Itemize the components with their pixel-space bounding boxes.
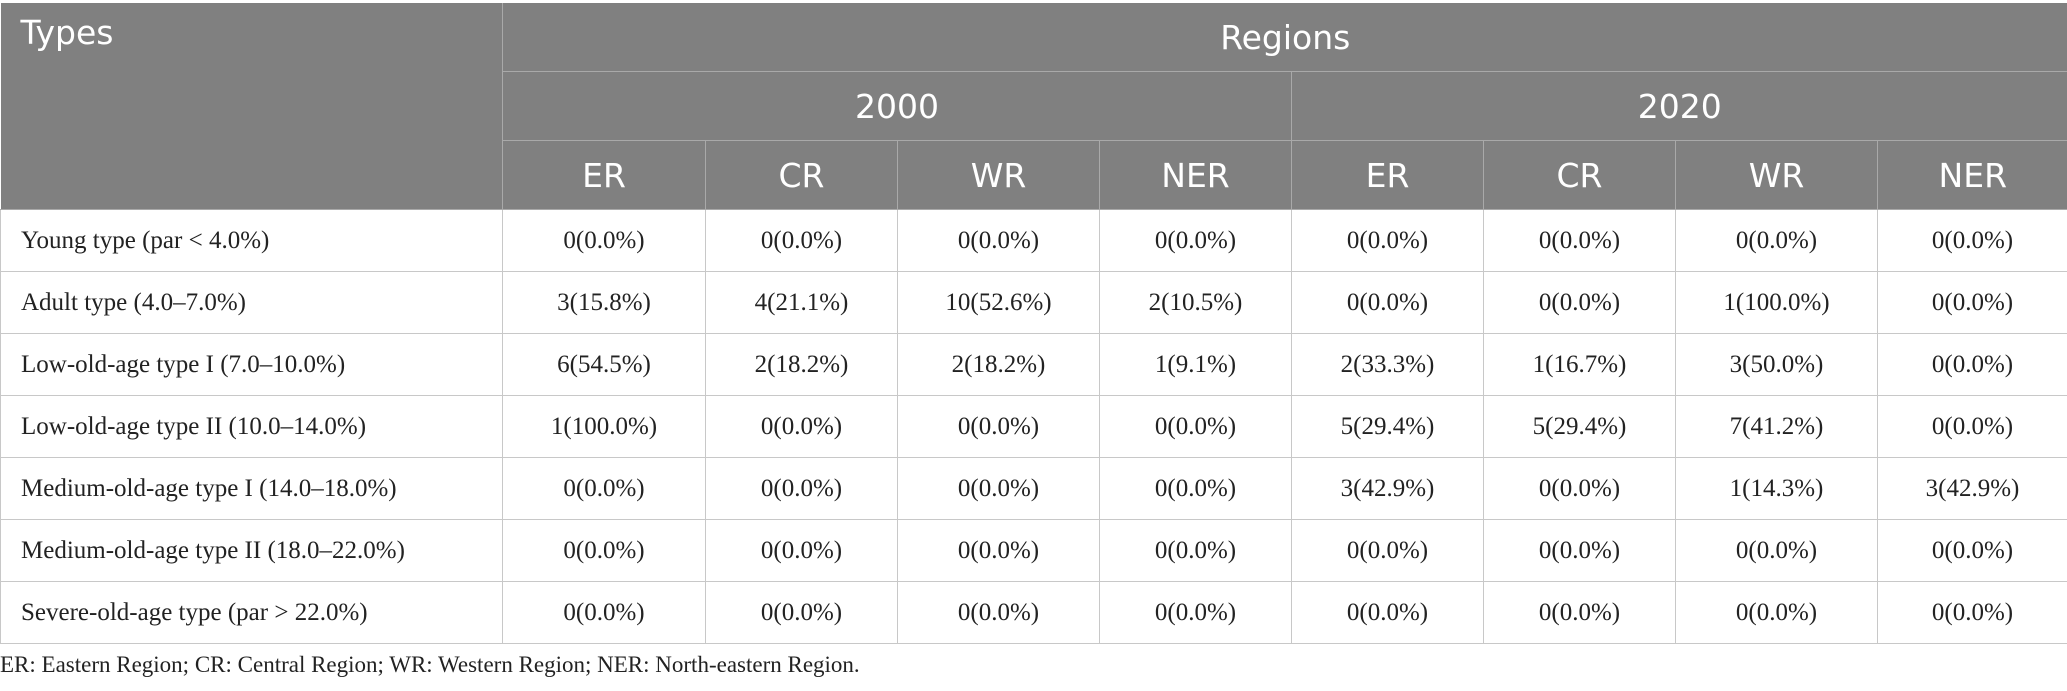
row-type-label: Severe-old-age type (par > 22.0%)	[0, 581, 503, 644]
table-cell: 2(33.3%)	[1291, 333, 1484, 396]
row-type-label: Medium-old-age type II (18.0–22.0%)	[0, 519, 503, 582]
table-cell: 1(9.1%)	[1099, 333, 1292, 396]
subregion-header: NER	[1099, 140, 1292, 210]
table-cell: 0(0.0%)	[1483, 581, 1676, 644]
row-type-label: Low-old-age type I (7.0–10.0%)	[0, 333, 503, 396]
table-cell: 0(0.0%)	[1876, 519, 2067, 582]
regions-header: Regions	[501, 3, 2067, 72]
table-cell: 0(0.0%)	[705, 395, 898, 458]
table-cell: 0(0.0%)	[1291, 271, 1484, 334]
table-cell: 3(15.8%)	[502, 271, 706, 334]
table-row: Low-old-age type I (7.0–10.0%) 6(54.5%) 2(…	[0, 333, 2067, 396]
table-cell: 0(0.0%)	[1876, 581, 2067, 644]
table-cell: 2(18.2%)	[705, 333, 898, 396]
table-cell: 0(0.0%)	[1876, 333, 2067, 396]
table-row: Adult type (4.0–7.0%) 3(15.8%) 4(21.1%) 10(…	[0, 271, 2067, 334]
table-cell: 0(0.0%)	[897, 395, 1100, 458]
table-cell: 0(0.0%)	[502, 209, 706, 272]
table-cell: 0(0.0%)	[1099, 519, 1292, 582]
row-type-label: Young type (par < 4.0%)	[0, 209, 503, 272]
table-cell: 5(29.4%)	[1483, 395, 1676, 458]
table-cell: 1(14.3%)	[1675, 457, 1878, 520]
table-cell: 0(0.0%)	[1099, 395, 1292, 458]
table-cell: 4(21.1%)	[705, 271, 898, 334]
subregion-header: CR	[1483, 140, 1676, 210]
table-cell: 1(100.0%)	[1675, 271, 1878, 334]
header-row-years: 2000 2020	[1, 71, 2067, 141]
table-cell: 0(0.0%)	[1675, 519, 1878, 582]
table-cell: 0(0.0%)	[502, 457, 706, 520]
table-cell: 0(0.0%)	[897, 581, 1100, 644]
table-cell: 0(0.0%)	[1483, 271, 1676, 334]
row-type-label: Medium-old-age type I (14.0–18.0%)	[0, 457, 503, 520]
table-row: Severe-old-age type (par > 22.0%) 0(0.0%)…	[0, 581, 2067, 644]
table-cell: 0(0.0%)	[705, 519, 898, 582]
table-cell: 0(0.0%)	[1291, 519, 1484, 582]
table-row: Low-old-age type II (10.0–14.0%) 1(100.0%…	[0, 395, 2067, 458]
row-type-label: Low-old-age type II (10.0–14.0%)	[0, 395, 503, 458]
table-cell: 0(0.0%)	[1099, 457, 1292, 520]
table-cell: 0(0.0%)	[1876, 209, 2067, 272]
table-cell: 0(0.0%)	[1483, 457, 1676, 520]
subregion-header: WR	[897, 140, 1100, 210]
table-cell: 0(0.0%)	[1099, 581, 1292, 644]
table-cell: 0(0.0%)	[1675, 581, 1878, 644]
table-cell: 5(29.4%)	[1291, 395, 1484, 458]
table-cell: 0(0.0%)	[1675, 209, 1878, 272]
table-cell: 0(0.0%)	[1291, 581, 1484, 644]
table-body: Young type (par < 4.0%) 0(0.0%) 0(0.0%) 0(0…	[0, 209, 2067, 644]
table-cell: 0(0.0%)	[1099, 209, 1292, 272]
year-header-2000: 2000	[502, 71, 1292, 141]
table-cell: 3(50.0%)	[1675, 333, 1878, 396]
table-cell: 1(100.0%)	[502, 395, 706, 458]
table-cell: 1(16.7%)	[1483, 333, 1676, 396]
table-cell: 0(0.0%)	[897, 209, 1100, 272]
table-cell: 0(0.0%)	[1291, 209, 1484, 272]
table-cell: 6(54.5%)	[502, 333, 706, 396]
subregion-header: NER	[1876, 140, 2067, 210]
table-cell: 3(42.9%)	[1291, 457, 1484, 520]
table-cell: 0(0.0%)	[897, 519, 1100, 582]
table-cell: 10(52.6%)	[897, 271, 1100, 334]
year-header-2020: 2020	[1290, 71, 2067, 141]
header-row-subregions: ER CR WR NER ER CR WR NER	[1, 140, 2067, 210]
table-row: Medium-old-age type II (18.0–22.0%) 0(0.0…	[0, 519, 2067, 582]
table-cell: 0(0.0%)	[897, 457, 1100, 520]
region-type-table: Types Regions 2000 2020 ER CR WR NER ER …	[0, 3, 2067, 644]
table-footnote: ER: Eastern Region; CR: Central Region; …	[0, 652, 860, 677]
table-cell: 0(0.0%)	[1876, 271, 2067, 334]
table-cell: 2(10.5%)	[1099, 271, 1292, 334]
table-cell: 0(0.0%)	[1483, 209, 1676, 272]
table-header: Types Regions 2000 2020 ER CR WR NER ER …	[0, 3, 2067, 210]
table-cell: 0(0.0%)	[1483, 519, 1676, 582]
table-cell: 0(0.0%)	[1876, 395, 2067, 458]
table-cell: 0(0.0%)	[705, 209, 898, 272]
table-cell: 2(18.2%)	[897, 333, 1100, 396]
subregion-header: ER	[1291, 140, 1484, 210]
table-cell: 0(0.0%)	[705, 581, 898, 644]
table-cell: 0(0.0%)	[502, 519, 706, 582]
subregion-header: WR	[1675, 140, 1878, 210]
table-cell: 3(42.9%)	[1876, 457, 2067, 520]
table-row: Medium-old-age type I (14.0–18.0%) 0(0.0%…	[0, 457, 2067, 520]
subregion-header: CR	[705, 140, 898, 210]
table-row: Young type (par < 4.0%) 0(0.0%) 0(0.0%) 0(0…	[0, 209, 2067, 272]
table-cell: 0(0.0%)	[705, 457, 898, 520]
table-cell: 0(0.0%)	[502, 581, 706, 644]
table-cell: 7(41.2%)	[1675, 395, 1878, 458]
row-type-label: Adult type (4.0–7.0%)	[0, 271, 503, 334]
header-row-regions: Types Regions	[0, 3, 2067, 210]
subregion-header: ER	[502, 140, 706, 210]
types-header: Types	[0, 3, 503, 210]
